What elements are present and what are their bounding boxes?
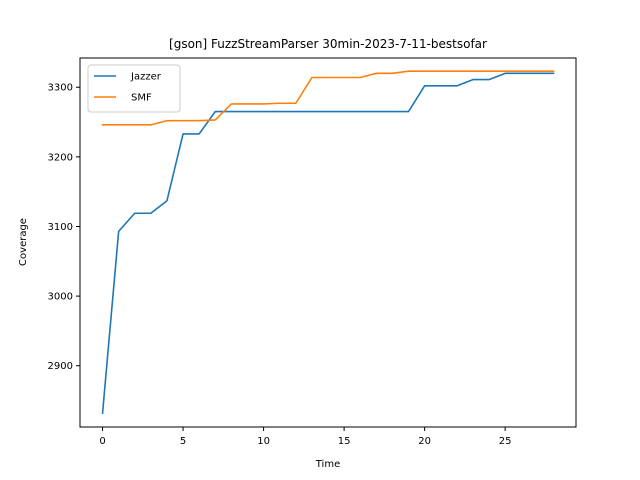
- x-axis: 0 5 10 15 20 25: [99, 427, 512, 447]
- plot-series: [101, 70, 555, 414]
- x-tick-label: 10: [257, 436, 270, 447]
- y-tick-label: 3300: [48, 83, 73, 94]
- x-tick-label: 15: [338, 436, 351, 447]
- series-line-jazzer: [101, 72, 555, 414]
- y-axis: 2900 3000 3100 3200 3300: [48, 83, 80, 372]
- legend-label-smf: SMF: [131, 93, 152, 104]
- x-tick-label: 25: [499, 436, 512, 447]
- y-tick-label: 2900: [48, 361, 73, 372]
- x-tick-label: 20: [418, 436, 431, 447]
- y-axis-label: Coverage: [18, 218, 29, 266]
- legend: Jazzer SMF: [87, 64, 181, 113]
- plot-frame: [79, 57, 577, 428]
- y-tick-label: 3200: [48, 152, 73, 163]
- x-axis-label: Time: [315, 459, 340, 470]
- x-tick-label: 0: [99, 436, 105, 447]
- series-line-smf: [101, 70, 555, 126]
- y-tick-label: 3100: [48, 222, 73, 233]
- y-tick-label: 3000: [48, 292, 73, 303]
- legend-label-jazzer: Jazzer: [130, 72, 162, 83]
- x-tick-label: 5: [180, 436, 186, 447]
- chart-title: [gson] FuzzStreamParser 30min-2023-7-11-…: [169, 37, 487, 51]
